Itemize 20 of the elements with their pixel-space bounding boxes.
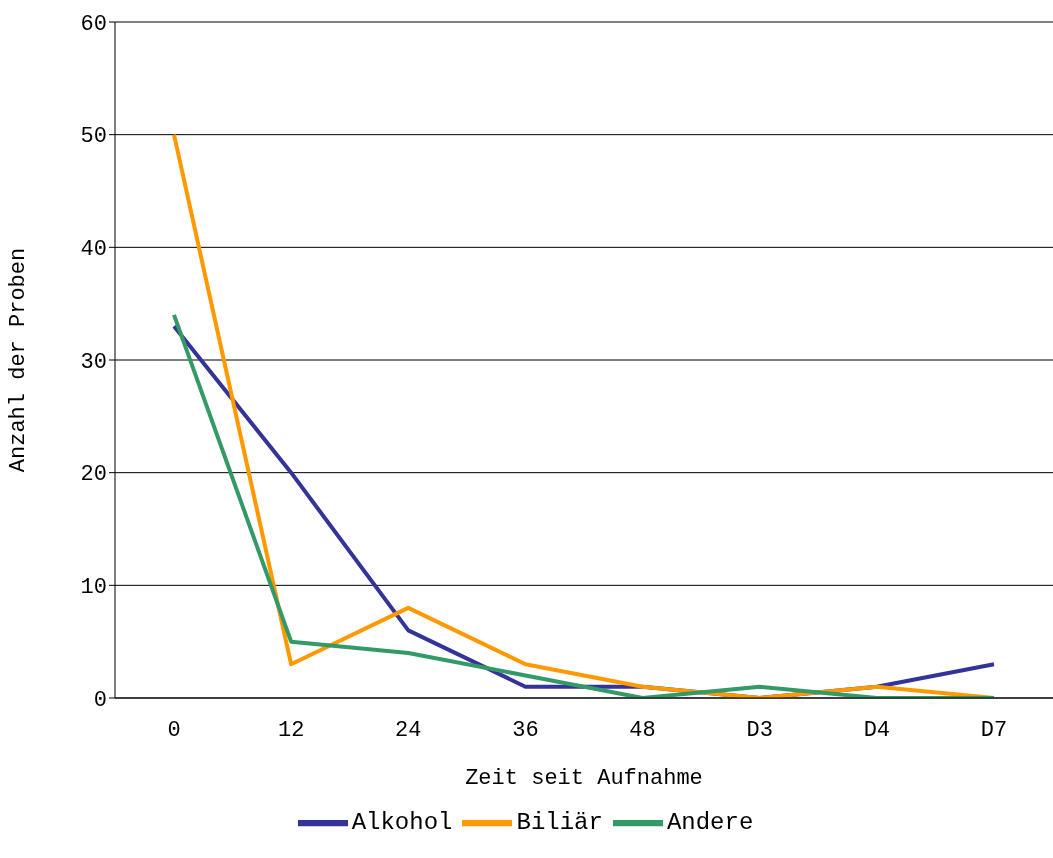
legend-label: Andere: [666, 809, 754, 837]
x-tick-label: D4: [863, 717, 891, 743]
x-tick-label: D7: [980, 717, 1008, 743]
x-tick-label: D3: [746, 717, 773, 743]
legend-label: Biliär: [516, 809, 603, 837]
y-tick-label: 50: [80, 124, 107, 150]
y-tick-label: 10: [80, 575, 107, 601]
legend-label: Alkohol: [351, 809, 453, 837]
y-tick-label: 30: [80, 349, 107, 375]
x-tick-label: 24: [395, 717, 422, 743]
x-tick-label: 36: [512, 717, 539, 743]
y-tick-label: 60: [80, 11, 107, 37]
y-axis-title: Anzahl der Proben: [5, 247, 31, 473]
x-tick-label: 0: [167, 717, 181, 743]
x-tick-label: 12: [277, 717, 305, 743]
y-tick-label: 20: [80, 462, 107, 488]
x-tick-label: 48: [629, 717, 656, 743]
y-tick-label: 0: [93, 687, 107, 713]
y-tick-label: 40: [80, 237, 107, 263]
x-axis-title: Zeit seit Aufnahme: [465, 766, 703, 791]
